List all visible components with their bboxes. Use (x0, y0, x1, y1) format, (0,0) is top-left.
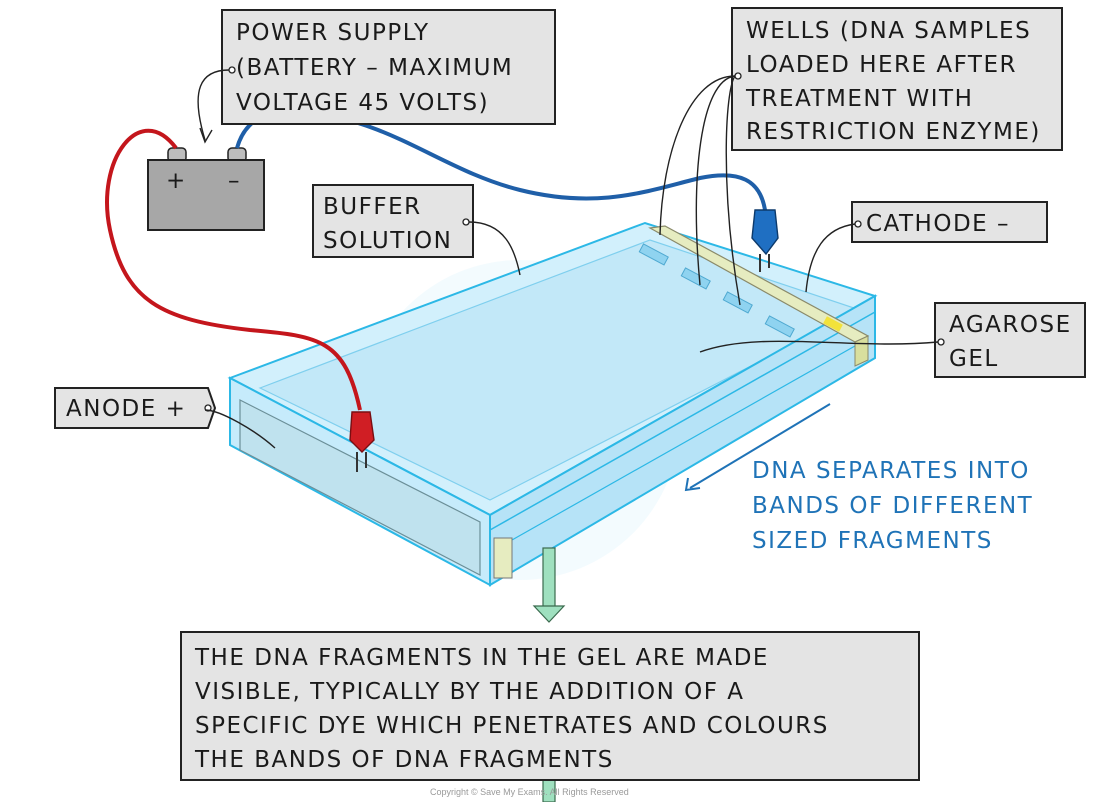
cathode-text: CATHODE – (866, 211, 1010, 237)
bottom-note-box (180, 631, 920, 781)
cathode-clip (751, 209, 779, 272)
dna-separates-line-2: BANDS OF DIFFERENT (752, 493, 1033, 519)
anode-label: ANODE + (54, 387, 276, 449)
anode-end-post (493, 537, 513, 579)
wells-line-3: TREATMENT WITH (745, 86, 973, 112)
cathode-label: CATHODE – (805, 201, 1048, 293)
red-wire (105, 128, 362, 411)
buffer-line-2: SOLUTION (323, 228, 452, 254)
anode-plate (239, 399, 481, 576)
bottom-note: THE DNA FRAGMENTS IN THE GEL ARE MADE VI… (180, 631, 920, 781)
buffer-box (312, 184, 474, 258)
well (638, 243, 669, 266)
battery-negative-symbol: – (228, 168, 241, 194)
battery: + – (147, 147, 265, 231)
bottom-note-line-4: THE BANDS OF DNA FRAGMENTS (194, 747, 614, 773)
tank-side-face (489, 294, 876, 587)
well (680, 267, 711, 290)
wells (638, 243, 795, 338)
power-supply-box (221, 9, 556, 125)
green-down-arrow (532, 547, 566, 802)
bottom-note-line-3: SPECIFIC DYE WHICH PENETRATES AND COLOUR… (195, 713, 829, 739)
separation-arrow (689, 403, 831, 489)
bottom-note-line-2: VISIBLE, TYPICALLY BY THE ADDITION OF A (195, 679, 744, 705)
separation-arrow-head (684, 477, 701, 492)
wells-line-2: LOADED HERE AFTER (746, 52, 1017, 78)
power-supply-line-1: POWER SUPPLY (236, 20, 430, 46)
well (764, 315, 795, 338)
agarose-box (934, 302, 1086, 378)
agarose-gel-label: AGAROSE GEL (699, 302, 1086, 378)
anode-box (54, 387, 217, 429)
power-supply-line-3: VOLTAGE 45 VOLTS) (236, 90, 489, 116)
anode-clip (349, 411, 375, 472)
wells-label: WELLS (DNA SAMPLES LOADED HERE AFTER TRE… (659, 7, 1063, 306)
wells-line-4: RESTRICTION ENZYME) (746, 119, 1041, 145)
agarose-line-1: AGAROSE (949, 312, 1072, 338)
wells-line-1: WELLS (DNA SAMPLES (746, 18, 1031, 44)
cathode-box (851, 201, 1048, 243)
dna-separates-line-1: DNA SEPARATES INTO (752, 458, 1030, 484)
gel-tank (227, 221, 878, 587)
agarose-line-2: GEL (949, 346, 999, 372)
battery-body (147, 159, 265, 231)
wells-box (731, 7, 1063, 151)
dna-separation-annotation: DNA SEPARATES INTO BANDS OF DIFFERENT SI… (684, 403, 1033, 554)
well (722, 291, 753, 314)
copyright-text: Copyright © Save My Exams. All Rights Re… (430, 787, 629, 797)
buffer-solution-label: BUFFER SOLUTION (312, 184, 521, 276)
power-supply-label: POWER SUPPLY (BATTERY – MAXIMUM VOLTAGE … (197, 9, 556, 144)
buffer-line-1: BUFFER (323, 194, 422, 220)
power-supply-line-2: (BATTERY – MAXIMUM (236, 55, 513, 81)
anode-text: ANODE + (66, 396, 186, 422)
bottom-note-line-1: THE DNA FRAGMENTS IN THE GEL ARE MADE (194, 645, 769, 671)
battery-positive-symbol: + (166, 168, 187, 194)
dna-separates-line-3: SIZED FRAGMENTS (752, 528, 993, 554)
